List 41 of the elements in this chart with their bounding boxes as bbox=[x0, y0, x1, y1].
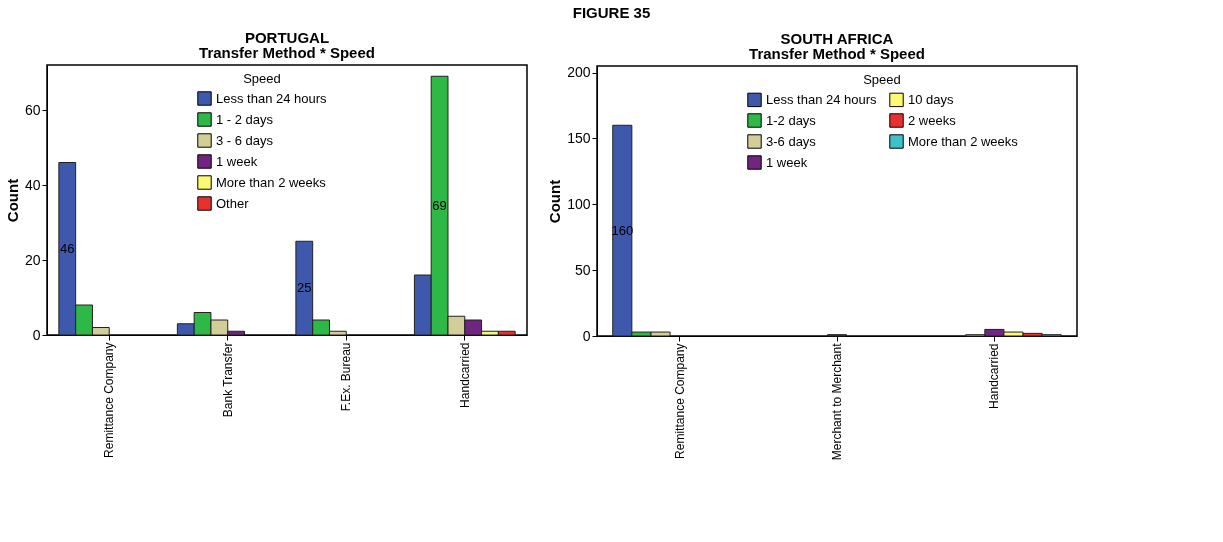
legend-label: More than 2 weeks bbox=[216, 174, 327, 190]
legend-title: Speed bbox=[863, 72, 901, 87]
y-tick-label: 20 bbox=[24, 251, 41, 268]
legend-title: Speed bbox=[243, 71, 281, 86]
legend-label: 1 week bbox=[766, 154, 808, 170]
legend-label: 1-2 days bbox=[766, 112, 817, 128]
x-tick-label: Handcarried bbox=[987, 343, 1002, 409]
legend-label: 1 - 2 days bbox=[216, 111, 274, 127]
y-tick-label: 100 bbox=[567, 195, 591, 212]
data-label: 25 bbox=[297, 280, 312, 296]
y-tick-label: 60 bbox=[24, 101, 41, 118]
legend-label: 1 week bbox=[216, 153, 258, 169]
legend-label: More than 2 weeks bbox=[908, 133, 1019, 149]
x-tick-label: Merchant to Merchant bbox=[830, 342, 844, 461]
legend-label: Less than 24 hours bbox=[216, 90, 328, 106]
legend-label: 2 weeks bbox=[908, 112, 957, 128]
chart-title: SOUTH AFRICA bbox=[780, 29, 894, 47]
data-label: 69 bbox=[432, 197, 447, 213]
x-tick-label: Remittance Company bbox=[672, 343, 687, 459]
legend-label: 10 days bbox=[908, 91, 955, 107]
data-label: 46 bbox=[60, 240, 75, 256]
x-tick-label: Remittance Company bbox=[102, 342, 117, 458]
chart-subtitle: Transfer Method * Speed bbox=[199, 44, 375, 61]
legend-label: 3 - 6 days bbox=[216, 132, 274, 148]
x-tick-label: Bank Transfer bbox=[220, 342, 235, 418]
caption: FIGURE 35 bbox=[571, 3, 652, 23]
y-axis-title: Count bbox=[546, 179, 564, 224]
legend-label: Less than 24 hours bbox=[766, 91, 878, 107]
y-tick-label: 150 bbox=[567, 129, 591, 146]
y-axis-title: Count bbox=[3, 178, 21, 223]
chart-title: PORTUGAL bbox=[244, 29, 330, 46]
legend-label: 3-6 days bbox=[766, 133, 817, 149]
y-tick-label: 50 bbox=[574, 261, 591, 278]
x-tick-label: Handcarried bbox=[457, 342, 472, 408]
chart-subtitle: Transfer Method * Speed bbox=[749, 44, 925, 62]
legend-label: Other bbox=[216, 195, 250, 211]
x-tick-label: F.Ex. Bureau bbox=[339, 342, 354, 412]
y-tick-label: 0 bbox=[582, 327, 591, 344]
y-tick-label: 40 bbox=[24, 176, 41, 193]
y-tick-label: 200 bbox=[567, 64, 591, 81]
y-tick-label: 0 bbox=[32, 326, 41, 343]
